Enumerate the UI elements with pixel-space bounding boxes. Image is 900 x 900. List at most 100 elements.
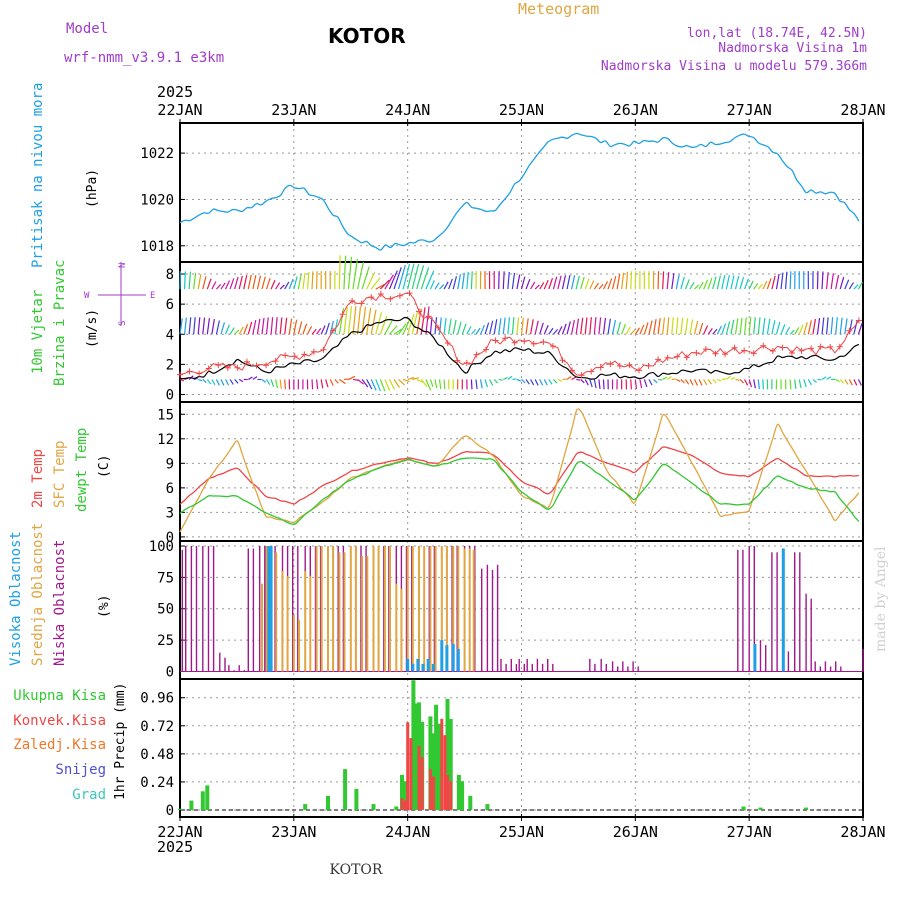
- total-precip-bar: [178, 808, 182, 810]
- wind-barb: [703, 325, 709, 335]
- total-precip-bar: [205, 785, 210, 810]
- gust-marker: [846, 327, 853, 334]
- wind-barb: [288, 318, 293, 335]
- x-date-label-top: 28JAN: [840, 101, 885, 119]
- wind-barb: [224, 324, 230, 335]
- wind-barb: [370, 379, 377, 391]
- wind-barb: [320, 379, 324, 389]
- low-cloud-bar: [474, 546, 476, 672]
- wind-barb: [434, 282, 440, 290]
- high-cloud-bar: [440, 640, 444, 672]
- mid-cloud-bar: [411, 546, 414, 672]
- wind-barb: [224, 280, 231, 290]
- wind-barb: [771, 320, 776, 335]
- y-tick-label: 4: [166, 327, 174, 343]
- low-cloud-bar: [259, 546, 261, 672]
- gust-marker: [722, 351, 729, 358]
- low-cloud-bar: [297, 546, 299, 672]
- wind-barb: [388, 379, 396, 390]
- wind-barb: [475, 327, 481, 335]
- wind-barb: [234, 329, 240, 335]
- wind-barb: [643, 379, 648, 388]
- low-cloud-bar: [243, 670, 245, 672]
- wind-barb: [398, 378, 405, 386]
- wind-barb: [498, 378, 503, 381]
- wind-barb: [243, 275, 248, 290]
- wind-barb: [215, 379, 220, 386]
- gust-marker: [702, 346, 709, 353]
- total-precip-bar: [400, 774, 404, 810]
- wind-barb: [789, 329, 795, 335]
- wind-barb: [680, 379, 685, 384]
- wind-barb: [580, 378, 585, 384]
- wind-barb: [366, 379, 373, 390]
- wind-barb: [757, 283, 763, 290]
- wind-barb: [598, 317, 602, 335]
- wind-barb: [202, 317, 206, 335]
- wind-title-line2: Brzina i Pravac: [52, 260, 68, 386]
- low-cloud-bar: [388, 546, 390, 672]
- total-precip-bar: [414, 703, 419, 810]
- low-cloud-bar: [840, 666, 842, 672]
- wind-barb: [671, 273, 675, 290]
- wind-barb: [748, 379, 753, 388]
- wind-barb: [735, 378, 740, 381]
- gust-marker: [674, 353, 681, 360]
- wind-barb: [398, 323, 407, 335]
- gust-marker: [693, 349, 700, 356]
- wind-barb: [334, 379, 339, 384]
- mid-cloud-bar: [472, 549, 475, 672]
- wind-barb: [789, 379, 792, 390]
- low-cloud-bar: [360, 546, 362, 672]
- low-cloud-bar: [611, 661, 614, 672]
- wind-barb: [621, 323, 627, 335]
- elevation-label: Nadmorska Visina 1m: [718, 41, 867, 56]
- mid-cloud-bar: [275, 552, 278, 672]
- wind-barb: [658, 378, 663, 381]
- wind-barb: [557, 378, 563, 382]
- y-tick-label: 100: [149, 539, 174, 555]
- low-cloud-bar: [742, 549, 744, 672]
- wind-barb: [420, 379, 428, 388]
- wind-barb: [338, 255, 341, 290]
- gust-marker: [549, 343, 556, 350]
- wind-barb: [429, 280, 435, 290]
- low-cloud-bar: [207, 546, 210, 672]
- wind-barb: [584, 278, 590, 290]
- total-precip-bar: [428, 716, 433, 810]
- total-precip-bar: [354, 788, 359, 810]
- gust-marker: [282, 352, 289, 359]
- y-tick-label: 0.72: [140, 719, 174, 735]
- wind-barb: [384, 320, 393, 335]
- high-cloud-bar: [406, 658, 410, 672]
- gust-marker: [224, 364, 231, 371]
- low-cloud-bar: [185, 546, 187, 672]
- gust-marker: [530, 340, 537, 347]
- wind-barb: [789, 271, 792, 290]
- y-tick-label: 15: [157, 407, 174, 423]
- low-cloud-bar: [862, 648, 864, 672]
- gust-marker: [817, 343, 824, 350]
- wind-barb: [748, 317, 752, 335]
- wind-barb: [552, 328, 559, 335]
- low-cloud-bar: [228, 665, 230, 672]
- gust-marker: [788, 349, 795, 356]
- low-cloud-bar: [748, 546, 750, 672]
- wind-barb: [466, 271, 469, 290]
- wind-barb: [256, 275, 262, 290]
- wind-barb: [839, 276, 845, 290]
- low-cloud-bar: [456, 546, 458, 672]
- low-cloud-bar: [627, 666, 629, 672]
- mid-cloud-bar: [429, 546, 432, 672]
- low-cloud-bar: [794, 552, 796, 672]
- gust-marker: [272, 358, 279, 365]
- low-cloud-bar: [594, 663, 596, 672]
- wind-barb: [543, 325, 549, 335]
- wind-barb: [598, 283, 604, 290]
- wind-barb: [516, 274, 521, 290]
- compass-s: S: [118, 321, 128, 326]
- wind-barb: [284, 317, 288, 335]
- low-cloud-bar: [274, 546, 276, 672]
- wind-barb: [265, 379, 271, 386]
